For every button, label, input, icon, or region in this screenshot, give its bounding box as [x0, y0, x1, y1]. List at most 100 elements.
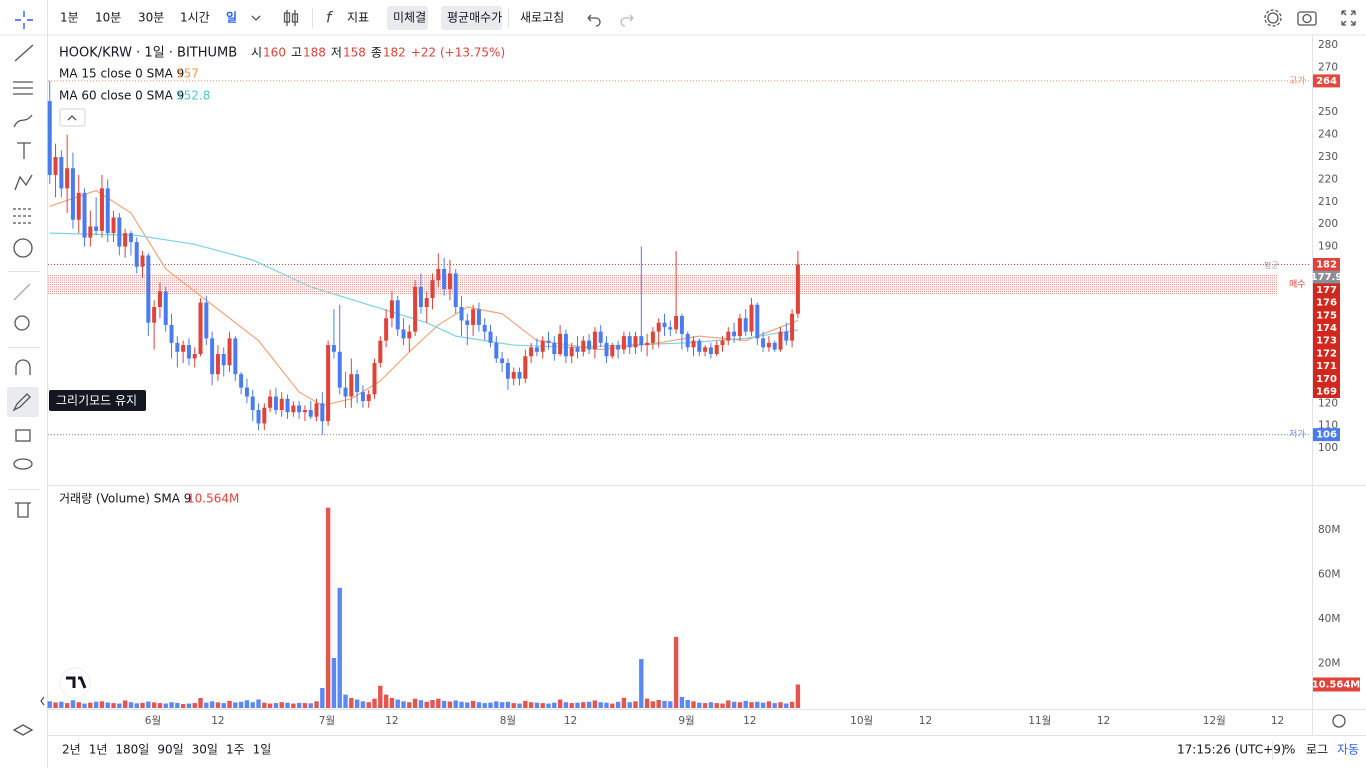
range-button[interactable]: 2년 — [62, 743, 81, 757]
candle-body — [465, 320, 470, 325]
object-tree[interactable] — [12, 724, 34, 736]
button-bg[interactable] — [441, 6, 502, 30]
range-button[interactable]: 90일 — [157, 743, 183, 757]
brush-tool[interactable] — [13, 114, 33, 128]
active-tool-bg[interactable] — [7, 387, 39, 417]
ohlc-value: 188 — [303, 46, 326, 60]
range-button[interactable]: 1년 — [89, 743, 108, 757]
auto-toggle[interactable]: 자동 — [1337, 743, 1359, 757]
candle-body — [94, 226, 99, 231]
x-tick-label: 12 — [1097, 715, 1110, 727]
stay-drawing-tool[interactable] — [12, 393, 31, 412]
button-bg[interactable] — [387, 6, 428, 30]
volume-bar — [795, 684, 801, 708]
interval[interactable]: 1시간 — [180, 11, 210, 25]
prediction-tool[interactable] — [13, 208, 33, 224]
volume-bar — [105, 702, 110, 708]
volume-bar — [557, 699, 563, 708]
magnet-tool[interactable] — [15, 359, 31, 375]
interval[interactable]: 1분 — [60, 11, 79, 25]
pattern-tool[interactable] — [14, 174, 33, 191]
candle-body — [227, 338, 232, 366]
volume-bar — [412, 698, 418, 708]
x-tick-label: 7월 — [319, 715, 335, 727]
indicator-icon[interactable]: f — [326, 9, 334, 27]
ma-legend: MA 60 close 0 SMA 9 — [59, 89, 184, 103]
candle-body — [708, 347, 713, 355]
scroll-handle[interactable] — [40, 696, 45, 706]
fib-tool[interactable] — [13, 81, 33, 95]
interval[interactable]: 10분 — [95, 11, 121, 25]
volume-bar — [633, 701, 638, 708]
volume-bar — [488, 702, 493, 708]
undo-icon[interactable] — [587, 14, 601, 27]
axis-settings[interactable] — [1332, 714, 1346, 728]
candle-body — [726, 331, 731, 341]
volume-bar — [47, 701, 52, 708]
avg-price-button[interactable]: 평균매수가 — [447, 11, 502, 25]
zoom-tool[interactable] — [14, 315, 30, 331]
trendline-tool[interactable] — [14, 44, 34, 62]
screenshot-icon[interactable] — [1297, 11, 1317, 26]
volume-bar — [511, 703, 516, 708]
indicator-button[interactable]: 지표 — [347, 11, 369, 25]
volume-bar — [447, 701, 453, 708]
candle-body — [198, 302, 203, 355]
interval-dropdown[interactable] — [251, 15, 261, 21]
candle-body — [337, 351, 342, 388]
text-tool[interactable] — [17, 142, 31, 159]
candle-body — [453, 273, 458, 308]
redo-icon[interactable] — [620, 14, 634, 27]
candle-body — [355, 374, 360, 393]
crosshair-tool[interactable] — [15, 11, 33, 29]
volume-bar — [175, 702, 180, 708]
x-tick-label: 12 — [1271, 715, 1284, 727]
candle-body — [517, 371, 522, 379]
volume-bar — [59, 701, 64, 708]
volume-bar — [575, 702, 580, 708]
volume-bar — [760, 702, 766, 708]
interval[interactable]: 30분 — [138, 11, 164, 25]
lock-tool[interactable] — [15, 429, 31, 442]
volume-bar — [180, 703, 186, 708]
volume-bar — [238, 701, 244, 708]
candle-body — [505, 362, 510, 379]
candle-body — [447, 273, 452, 290]
candle-body — [616, 345, 621, 350]
collapse-legend[interactable] — [59, 108, 86, 127]
candle-body — [169, 324, 174, 343]
candle-body — [575, 347, 580, 352]
candle-body — [297, 405, 302, 413]
volume-bar — [749, 702, 754, 708]
fullscreen-icon[interactable] — [1341, 10, 1356, 26]
open-orders-button[interactable]: 미체결 — [393, 11, 426, 25]
range-button[interactable]: 1주 — [226, 743, 245, 757]
price-label-bg — [1313, 308, 1340, 322]
chart-type-icon[interactable] — [283, 10, 299, 26]
percent-toggle[interactable]: % — [1284, 743, 1295, 757]
candle-body — [511, 371, 516, 379]
candle-body — [732, 331, 737, 337]
emoji-tool[interactable] — [13, 238, 33, 258]
interval-active[interactable]: 일 — [226, 11, 237, 25]
settings-icon[interactable] — [1267, 12, 1279, 24]
range-button[interactable]: 180일 — [115, 743, 149, 757]
ohlc-value: 182 — [383, 46, 406, 60]
y-tick-label: 100 — [1318, 442, 1338, 454]
candle-body — [366, 394, 371, 402]
volume-legend-value: 10.564M — [187, 492, 239, 506]
candle-body — [494, 342, 499, 359]
range-button[interactable]: 1일 — [253, 743, 272, 757]
collapse-icon[interactable] — [67, 115, 77, 121]
visibility-tool[interactable] — [13, 458, 33, 470]
volume-bar — [227, 700, 232, 708]
log-toggle[interactable]: 로그 — [1306, 743, 1328, 757]
candle-body — [784, 331, 789, 341]
volume-bar — [714, 703, 719, 708]
volume-bar — [441, 700, 447, 708]
delete-tool[interactable] — [15, 502, 31, 518]
volume-bar — [296, 702, 302, 708]
refresh-button[interactable]: 새로고침 — [520, 11, 564, 25]
range-button[interactable]: 30일 — [192, 743, 218, 757]
measure-tool[interactable] — [13, 283, 31, 301]
